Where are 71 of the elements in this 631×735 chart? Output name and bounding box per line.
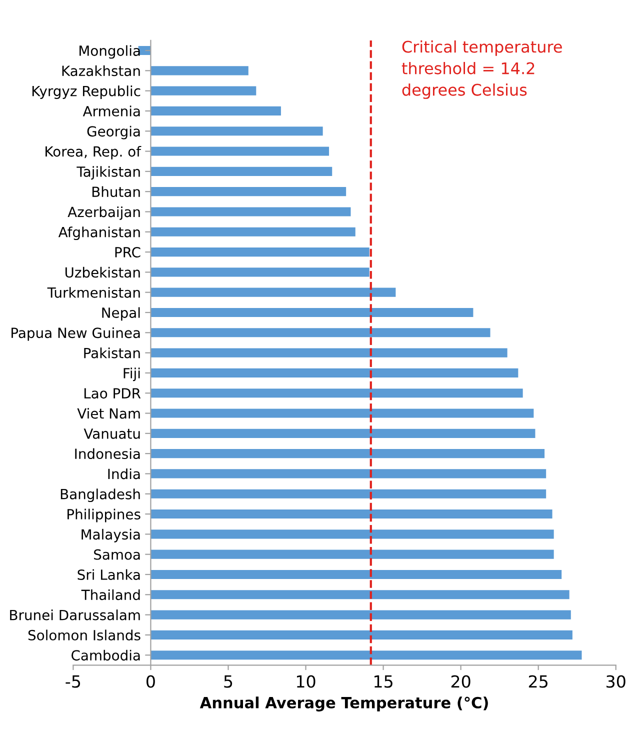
- bar: [150, 469, 546, 478]
- bar: [150, 187, 346, 196]
- y-tick-label: Thailand: [81, 589, 140, 600]
- y-tick-label: Bangladesh: [60, 488, 140, 502]
- y-tick-label: Sri Lanka: [78, 569, 140, 580]
- bar: [150, 590, 570, 600]
- bar: [150, 368, 518, 378]
- x-tick-label: 25: [528, 675, 548, 688]
- bar: [150, 106, 281, 116]
- bar: [150, 388, 523, 398]
- x-axis-title: Annual Average Temperature (°C): [200, 696, 488, 712]
- y-tick-label: India: [108, 468, 140, 480]
- y-tick-label: Papua New Guinea: [12, 327, 140, 341]
- bar: [150, 207, 351, 216]
- bar: [150, 166, 332, 176]
- x-tick-label: 5: [224, 675, 232, 688]
- x-tick-label: 10: [296, 675, 316, 688]
- bar: [150, 428, 536, 438]
- y-tick-label: Malaysia: [82, 528, 140, 542]
- x-tick-label: 15: [374, 675, 392, 688]
- y-tick-label: Pakistan: [84, 348, 140, 358]
- bar: [150, 268, 370, 277]
- bar: [150, 550, 554, 559]
- bar: [150, 630, 572, 640]
- x-tick-label: 0: [146, 675, 155, 688]
- ref-line-label: Critical temperature threshold = 14.2 degrees Celsius: [402, 40, 562, 99]
- y-tick-label: Georgia: [87, 126, 140, 140]
- bar: [150, 348, 508, 358]
- y-tick-label: Nepal: [102, 307, 140, 321]
- y-tick-label: Uzbekistan: [65, 266, 140, 278]
- bar: [150, 308, 474, 318]
- y-tick-label: Azerbaijan: [68, 206, 140, 220]
- y-tick-label: Korea, Rep. of: [46, 146, 142, 160]
- bar: [150, 509, 552, 519]
- bar: [150, 650, 582, 660]
- bar: [150, 408, 534, 418]
- y-tick-label: Samoa: [94, 549, 140, 560]
- y-tick-label: Kazakhstan: [62, 65, 140, 76]
- bar: [150, 610, 571, 620]
- y-tick-label: Armenia: [82, 106, 140, 116]
- bar: [150, 288, 396, 297]
- y-tick-label: Cambodia: [72, 650, 140, 661]
- y-tick-label: Turkmenistan: [47, 287, 140, 298]
- bar: [150, 86, 256, 96]
- y-tick-label: Kyrgyz Republic: [32, 86, 140, 99]
- x-tick-label: 20: [451, 675, 470, 688]
- bar: [150, 146, 330, 156]
- bar: [150, 328, 490, 338]
- bar: [150, 530, 554, 539]
- y-tick-label: Solomon Islands: [28, 630, 140, 640]
- y-tick-label: Philippines: [68, 508, 140, 522]
- y-tick-label: PRC: [115, 247, 140, 258]
- y-tick-label: Fiji: [124, 368, 140, 382]
- bar: [150, 227, 356, 236]
- bar: [150, 248, 370, 257]
- x-tick-label: 30: [606, 675, 626, 688]
- bar: [150, 449, 545, 458]
- bar: [150, 66, 248, 76]
- bar: [150, 126, 323, 136]
- y-tick-label: Lao PDR: [84, 388, 141, 399]
- y-tick-label: Indonesia: [75, 448, 140, 460]
- y-tick-label: Bhutan: [92, 186, 140, 198]
- bar: [150, 570, 562, 580]
- x-tick-label: -5: [66, 675, 80, 688]
- y-tick-label: Afghanistan: [58, 226, 140, 240]
- y-tick-label: Viet Nam: [77, 408, 140, 419]
- y-tick-label: Vanuatu: [84, 428, 140, 439]
- y-tick-label: Tajikistan: [76, 166, 140, 180]
- y-tick-label: Brunei Darussalam: [10, 610, 140, 620]
- y-tick-label: Mongolia: [80, 45, 140, 59]
- bar: [150, 489, 546, 498]
